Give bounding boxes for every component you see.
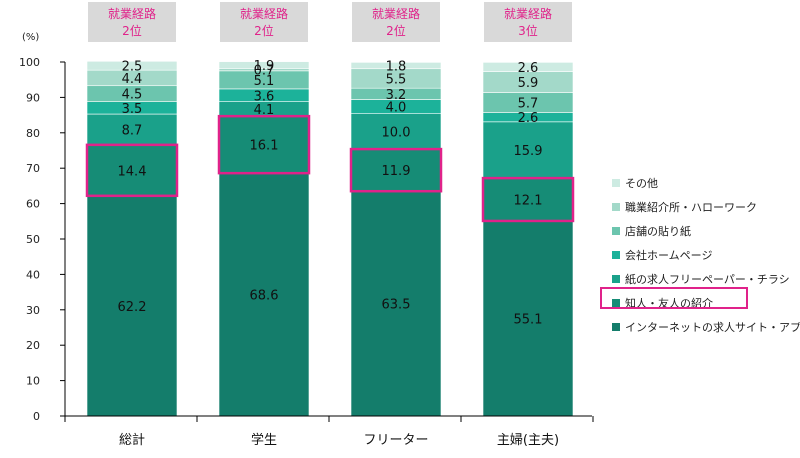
y-tick-label: 40 xyxy=(26,268,40,281)
data-label: 68.6 xyxy=(250,289,279,304)
legend-label: 職業紹介所・ハローワーク xyxy=(625,201,757,214)
legend-swatch xyxy=(612,323,620,331)
rank-badge xyxy=(352,2,440,42)
y-tick-label: 20 xyxy=(26,339,40,352)
data-label: 4.0 xyxy=(386,101,407,116)
data-label: 2.5 xyxy=(122,60,143,75)
y-axis-unit-label: (%) xyxy=(22,32,39,43)
bar-segment xyxy=(482,220,574,417)
data-label: 4.1 xyxy=(254,103,275,118)
bar-segment xyxy=(218,172,310,417)
data-label: 5.9 xyxy=(518,76,539,91)
legend-label: 知人・友人の紹介 xyxy=(625,297,713,310)
highlight-box xyxy=(217,114,311,175)
data-label: 5.7 xyxy=(518,97,539,112)
bar-segment xyxy=(350,190,442,417)
rank-badge xyxy=(88,2,176,42)
rank-badge xyxy=(484,2,572,42)
y-tick-label: 70 xyxy=(26,162,40,175)
highlight-box xyxy=(85,143,179,198)
x-tick-label: 主婦(主夫) xyxy=(497,432,559,448)
legend-item: 店舗の貼り紙 xyxy=(612,223,691,239)
data-label: 4.4 xyxy=(122,72,143,87)
data-label: 2.6 xyxy=(518,111,539,126)
data-label: 11.9 xyxy=(382,164,411,179)
data-label: 1.8 xyxy=(386,60,407,75)
data-label: 8.7 xyxy=(122,123,143,138)
rank-badge-line1: 就業経路 xyxy=(372,6,420,21)
y-tick-label: 100 xyxy=(19,56,40,69)
data-label: 16.1 xyxy=(250,139,279,154)
rank-badge-line2: 2位 xyxy=(254,23,274,38)
highlight-box xyxy=(481,176,575,223)
y-tick-label: 50 xyxy=(26,233,40,246)
bar-segment xyxy=(350,148,442,192)
legend-item: 会社ホームページ xyxy=(612,247,712,263)
legend-swatch xyxy=(612,227,620,235)
rank-badge-line2: 3位 xyxy=(518,23,538,38)
legend-label: 紙の求人フリーペーパー・チラシ xyxy=(625,273,790,286)
data-label: 12.1 xyxy=(514,194,543,209)
rank-badge-line2: 2位 xyxy=(386,23,406,38)
bar-segment xyxy=(350,62,442,70)
rank-badge-line2: 2位 xyxy=(122,23,142,38)
bar-segment xyxy=(482,121,574,179)
legend-swatch xyxy=(612,275,620,283)
data-label: 2.6 xyxy=(518,61,539,76)
bar-segment xyxy=(86,144,178,197)
data-label: 3.5 xyxy=(122,102,143,117)
bar-segment xyxy=(218,61,310,69)
x-tick-label: 総計 xyxy=(119,432,145,448)
y-tick-label: 0 xyxy=(33,410,40,423)
x-tick-label: フリーター xyxy=(363,433,428,448)
legend-swatch xyxy=(612,251,620,259)
y-tick-label: 10 xyxy=(26,375,40,388)
data-label: 0.7 xyxy=(254,64,275,79)
data-label: 14.4 xyxy=(118,164,147,179)
rank-badge-line1: 就業経路 xyxy=(504,6,552,21)
data-label: 10.0 xyxy=(382,125,411,140)
data-label: 4.5 xyxy=(122,88,143,103)
bar-segment xyxy=(218,115,310,174)
bar-segment xyxy=(350,113,442,150)
data-label: 3.6 xyxy=(254,89,275,104)
rank-badge-line1: 就業経路 xyxy=(108,6,156,21)
data-label: 55.1 xyxy=(514,312,543,327)
legend-swatch xyxy=(612,179,620,187)
legend-item: その他 xyxy=(612,175,658,191)
legend-label: 店舗の貼り紙 xyxy=(625,225,691,238)
legend-label: インターネットの求人サイト・アプリ xyxy=(625,321,800,334)
y-tick-label: 60 xyxy=(26,198,40,211)
bar-segment xyxy=(482,62,574,72)
data-label: 5.5 xyxy=(386,72,407,87)
data-label: 5.1 xyxy=(254,74,275,89)
legend-item: 紙の求人フリーペーパー・チラシ xyxy=(612,271,790,287)
data-label: 1.9 xyxy=(254,59,275,74)
data-label: 63.5 xyxy=(382,298,411,313)
data-label: 62.2 xyxy=(118,300,147,315)
rank-badge xyxy=(220,2,308,42)
rank-badge-line1: 就業経路 xyxy=(240,6,288,21)
data-label: 3.2 xyxy=(386,88,407,103)
y-tick-label: 30 xyxy=(26,304,40,317)
legend-label: その他 xyxy=(625,177,658,190)
x-tick-label: 学生 xyxy=(251,432,277,448)
legend-swatch xyxy=(612,203,620,211)
bar-segment xyxy=(86,60,178,71)
legend-item: インターネットの求人サイト・アプリ xyxy=(612,319,800,335)
legend-label: 会社ホームページ xyxy=(625,249,713,262)
bar-segment xyxy=(86,113,178,146)
legend-swatch xyxy=(612,299,620,307)
legend-item: 知人・友人の紹介 xyxy=(612,295,713,311)
y-tick-label: 90 xyxy=(26,91,40,104)
legend-item: 職業紹介所・ハローワーク xyxy=(612,199,757,215)
highlight-box xyxy=(349,147,443,193)
bar-segment xyxy=(86,195,178,417)
y-tick-label: 80 xyxy=(26,127,40,140)
legend-highlight-box xyxy=(600,287,748,309)
data-label: 15.9 xyxy=(514,144,543,159)
